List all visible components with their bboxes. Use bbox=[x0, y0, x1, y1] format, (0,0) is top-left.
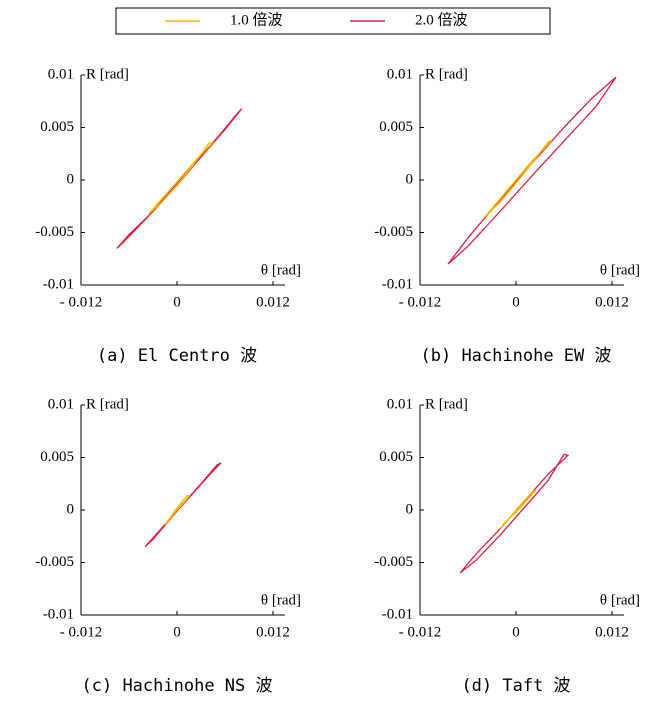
x-axis-label: θ [rad] bbox=[600, 592, 640, 608]
y-tick-label: 0 bbox=[67, 501, 75, 517]
loop-line bbox=[164, 494, 190, 526]
loop-line bbox=[499, 489, 537, 530]
caption: (b) Hachinohe EW 波 bbox=[421, 346, 612, 366]
x-tick-label: - 0.012 bbox=[399, 294, 442, 310]
caption: (c) Hachinohe NS 波 bbox=[82, 676, 273, 696]
x-tick-label: 0.012 bbox=[256, 624, 290, 640]
x-tick-label: - 0.012 bbox=[399, 624, 442, 640]
y-tick-label: -0.005 bbox=[35, 224, 74, 240]
x-tick-label: 0 bbox=[512, 294, 520, 310]
legend-label: 2.0 倍波 bbox=[415, 11, 468, 28]
loop-line bbox=[483, 139, 553, 219]
y-tick-label: 0.01 bbox=[387, 66, 413, 82]
y-tick-label: 0 bbox=[406, 171, 414, 187]
y-tick-label: -0.005 bbox=[35, 554, 74, 570]
caption: (a) El Centro 波 bbox=[97, 346, 257, 366]
y-tick-label: 0.01 bbox=[48, 66, 74, 82]
y-tick-label: -0.01 bbox=[382, 606, 413, 622]
loop-line bbox=[447, 76, 617, 265]
x-tick-label: - 0.012 bbox=[60, 624, 103, 640]
x-axis-label: θ [rad] bbox=[600, 262, 640, 278]
y-tick-label: -0.01 bbox=[382, 276, 413, 292]
y-tick-label: -0.01 bbox=[43, 606, 74, 622]
y-tick-label: 0 bbox=[67, 171, 75, 187]
y-tick-label: 0.005 bbox=[40, 449, 74, 465]
y-tick-label: -0.005 bbox=[374, 224, 413, 240]
y-tick-label: 0.01 bbox=[387, 396, 413, 412]
loop-line bbox=[148, 140, 216, 215]
legend-label: 1.0 倍波 bbox=[230, 11, 283, 28]
x-axis-label: θ [rad] bbox=[261, 592, 301, 608]
y-tick-label: -0.005 bbox=[374, 554, 413, 570]
x-tick-label: - 0.012 bbox=[60, 294, 103, 310]
y-tick-label: 0.005 bbox=[40, 119, 74, 135]
y-axis-label: R [rad] bbox=[425, 396, 468, 412]
y-tick-label: 0 bbox=[406, 501, 414, 517]
x-tick-label: 0.012 bbox=[256, 294, 290, 310]
x-tick-label: 0 bbox=[173, 294, 181, 310]
y-axis-label: R [rad] bbox=[86, 396, 129, 412]
legend-box bbox=[115, 7, 551, 35]
caption: (d) Taft 波 bbox=[461, 676, 570, 696]
y-tick-label: 0.005 bbox=[379, 119, 413, 135]
y-axis-label: R [rad] bbox=[86, 66, 129, 82]
x-tick-label: 0.012 bbox=[595, 294, 629, 310]
x-tick-label: 0 bbox=[173, 624, 181, 640]
y-axis-label: R [rad] bbox=[425, 66, 468, 82]
x-tick-label: 0.012 bbox=[595, 624, 629, 640]
x-tick-label: 0 bbox=[512, 624, 520, 640]
loop-line bbox=[459, 453, 570, 574]
y-tick-label: -0.01 bbox=[43, 276, 74, 292]
y-tick-label: 0.01 bbox=[48, 396, 74, 412]
y-tick-label: 0.005 bbox=[379, 449, 413, 465]
loop-line bbox=[144, 462, 222, 548]
x-axis-label: θ [rad] bbox=[261, 262, 301, 278]
